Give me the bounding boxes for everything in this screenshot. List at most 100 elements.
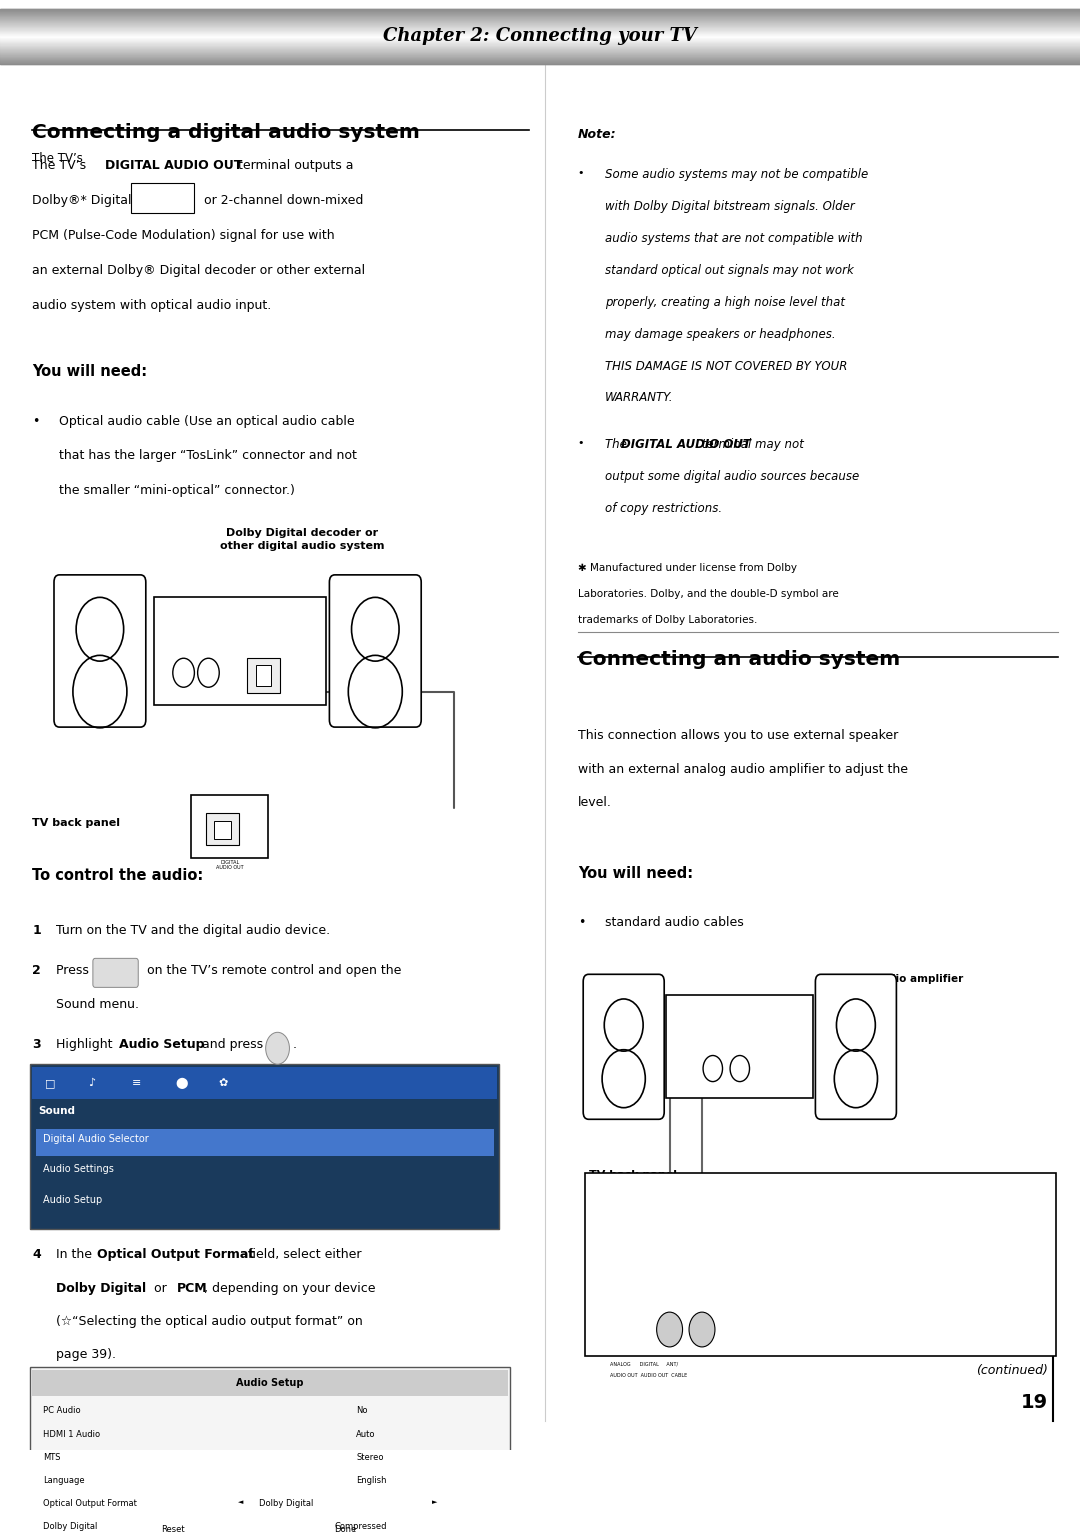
FancyBboxPatch shape <box>154 597 326 705</box>
Text: Note:: Note: <box>578 127 617 141</box>
Text: Done: Done <box>335 1524 356 1532</box>
FancyBboxPatch shape <box>329 574 421 728</box>
Text: audio system with optical audio input.: audio system with optical audio input. <box>32 299 272 311</box>
Text: ♪: ♪ <box>89 1079 96 1088</box>
FancyBboxPatch shape <box>93 959 138 987</box>
Text: PC Audio: PC Audio <box>43 1406 81 1416</box>
Text: ✱ Manufactured under license from Dolby: ✱ Manufactured under license from Dolby <box>578 562 797 573</box>
Text: DIGITAL AUDIO OUT: DIGITAL AUDIO OUT <box>105 159 242 173</box>
Text: 19: 19 <box>1021 1393 1048 1411</box>
Text: 1: 1 <box>32 924 41 936</box>
Text: 2: 2 <box>32 964 41 977</box>
Text: Optical Output Format: Optical Output Format <box>97 1249 255 1261</box>
Text: Connecting a digital audio system: Connecting a digital audio system <box>32 123 420 142</box>
Text: Audio Settings: Audio Settings <box>43 1164 114 1174</box>
Text: TV back panel: TV back panel <box>589 1170 676 1180</box>
Text: Stereo: Stereo <box>356 1452 383 1462</box>
FancyBboxPatch shape <box>35 1497 505 1520</box>
Text: Audio Setup: Audio Setup <box>237 1379 303 1388</box>
Text: Reset: Reset <box>161 1524 185 1532</box>
Text: ■■ DOLBY
DIGITAL: ■■ DOLBY DIGITAL <box>144 199 181 208</box>
Text: L/MONO
AUDIO
R: L/MONO AUDIO R <box>610 1314 630 1333</box>
FancyBboxPatch shape <box>54 574 146 728</box>
Text: Dolby Digital: Dolby Digital <box>43 1523 97 1532</box>
Text: Laboratories. Dolby, and the double-D symbol are: Laboratories. Dolby, and the double-D sy… <box>578 588 838 599</box>
Text: •: • <box>578 916 585 930</box>
FancyBboxPatch shape <box>117 1517 229 1532</box>
Text: ►: ► <box>432 1500 437 1504</box>
Text: You will need:: You will need: <box>32 365 148 378</box>
Text: Hdmi: Hdmi <box>815 1206 836 1212</box>
Text: Digital Audio Selector: Digital Audio Selector <box>43 1134 149 1144</box>
Circle shape <box>657 1311 683 1347</box>
FancyBboxPatch shape <box>256 665 271 686</box>
FancyBboxPatch shape <box>131 182 194 213</box>
Text: Dolby Digital: Dolby Digital <box>56 1282 146 1295</box>
Text: MTS: MTS <box>43 1452 60 1462</box>
Circle shape <box>689 1311 715 1347</box>
FancyBboxPatch shape <box>666 996 813 1098</box>
Circle shape <box>266 1033 289 1065</box>
Text: Dolby Digital decoder or
other digital audio system: Dolby Digital decoder or other digital a… <box>220 527 384 552</box>
Text: terminal outputs a: terminal outputs a <box>234 159 354 173</box>
Text: Analog audio amplifier: Analog audio amplifier <box>829 974 963 984</box>
Text: LINE IN: LINE IN <box>178 634 203 639</box>
Text: output some digital audio sources because: output some digital audio sources becaus… <box>605 470 859 483</box>
Text: .: . <box>293 1039 297 1051</box>
Text: of copy restrictions.: of copy restrictions. <box>605 501 721 515</box>
Text: or: or <box>150 1282 171 1295</box>
Text: The TV’s: The TV’s <box>32 152 87 165</box>
FancyBboxPatch shape <box>585 1174 1056 1356</box>
Text: Optical
Audio IN: Optical Audio IN <box>245 634 272 645</box>
Text: 4: 4 <box>32 1249 41 1261</box>
Text: 3: 3 <box>32 1039 41 1051</box>
Text: Press: Press <box>56 964 93 977</box>
Text: L    R: L R <box>184 645 200 651</box>
Text: level.: level. <box>578 797 611 809</box>
Text: page 39).: page 39). <box>56 1348 117 1362</box>
Text: The: The <box>605 438 631 450</box>
Text: ⬤: ⬤ <box>175 1077 188 1089</box>
Text: HDMI 1 Audio: HDMI 1 Audio <box>43 1429 100 1439</box>
Text: DIGITAL
AUDIO OUT: DIGITAL AUDIO OUT <box>216 859 244 870</box>
FancyBboxPatch shape <box>583 974 664 1120</box>
Text: ✿: ✿ <box>218 1079 228 1088</box>
FancyBboxPatch shape <box>32 1068 497 1098</box>
FancyBboxPatch shape <box>206 813 239 846</box>
FancyBboxPatch shape <box>36 1129 494 1155</box>
Text: •: • <box>578 438 584 447</box>
Text: Optical Output Format: Optical Output Format <box>43 1500 137 1507</box>
Text: Chapter 2: Connecting your TV: Chapter 2: Connecting your TV <box>383 28 697 46</box>
Text: THIS DAMAGE IS NOT COVERED BY YOUR: THIS DAMAGE IS NOT COVERED BY YOUR <box>605 360 847 372</box>
Text: (continued): (continued) <box>975 1363 1048 1377</box>
Text: Audio Setup: Audio Setup <box>43 1195 103 1204</box>
FancyBboxPatch shape <box>191 795 268 858</box>
Text: may damage speakers or headphones.: may damage speakers or headphones. <box>605 328 836 340</box>
FancyBboxPatch shape <box>815 974 896 1120</box>
Text: Turn on the TV and the digital audio device.: Turn on the TV and the digital audio dev… <box>56 924 330 936</box>
Text: Language: Language <box>43 1475 85 1485</box>
Text: English: English <box>356 1475 387 1485</box>
Text: ◄: ◄ <box>238 1500 243 1504</box>
Text: on the TV’s remote control and open the: on the TV’s remote control and open the <box>143 964 401 977</box>
FancyBboxPatch shape <box>30 1065 499 1230</box>
Text: properly, creating a high noise level that: properly, creating a high noise level th… <box>605 296 845 309</box>
Text: The TV’s: The TV’s <box>32 159 91 173</box>
Text: Dolby®* Digital: Dolby®* Digital <box>32 195 136 207</box>
Text: □: □ <box>45 1079 56 1088</box>
Text: Sound menu.: Sound menu. <box>56 997 139 1011</box>
FancyBboxPatch shape <box>32 1370 508 1396</box>
Text: field, select either: field, select either <box>244 1249 362 1261</box>
Text: ≡: ≡ <box>132 1079 141 1088</box>
Text: Some audio systems may not be compatible: Some audio systems may not be compatible <box>605 169 868 181</box>
Text: DIGITAL AUDIO OUT: DIGITAL AUDIO OUT <box>621 438 751 450</box>
Text: •: • <box>578 169 584 178</box>
FancyBboxPatch shape <box>30 1367 510 1532</box>
Text: standard audio cables: standard audio cables <box>605 916 743 930</box>
Text: an external Dolby® Digital decoder or other external: an external Dolby® Digital decoder or ot… <box>32 264 365 277</box>
Text: ANALOG      DIGITAL     ANT/: ANALOG DIGITAL ANT/ <box>610 1362 678 1367</box>
Text: that has the larger “TosLink” connector and not: that has the larger “TosLink” connector … <box>59 449 357 463</box>
Text: Compressed: Compressed <box>335 1523 388 1532</box>
Text: Sound: Sound <box>38 1106 75 1117</box>
Text: terminal may not: terminal may not <box>699 438 805 450</box>
